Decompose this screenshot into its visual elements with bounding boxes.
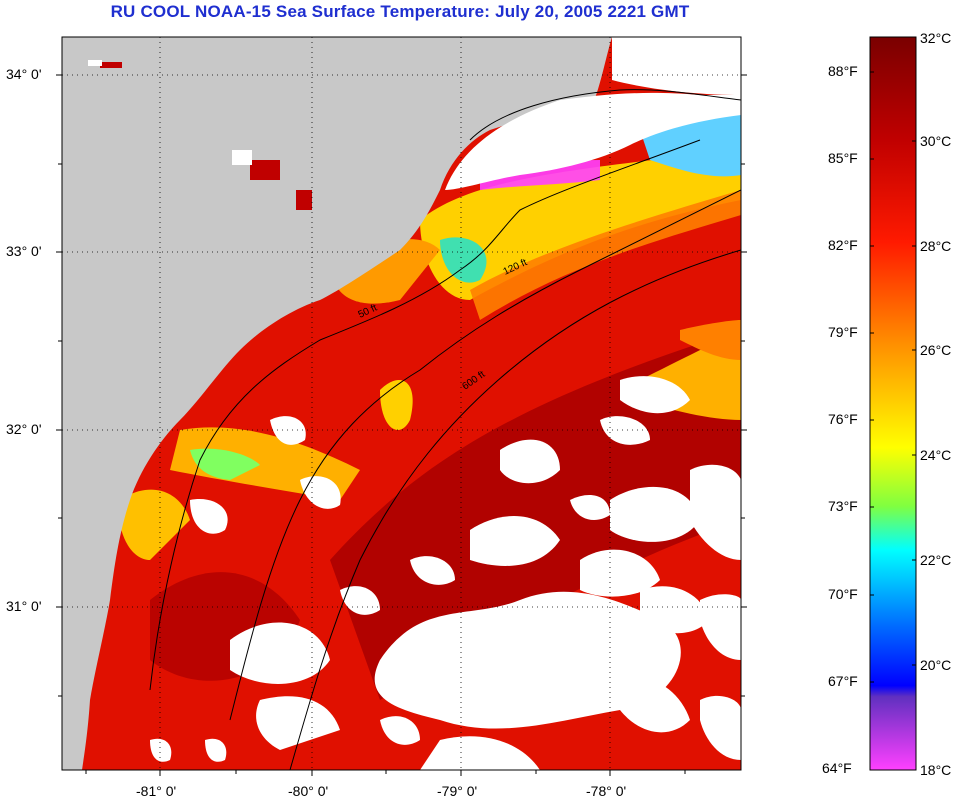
lon-label-79: -79° 0': [437, 783, 478, 799]
colorbar-label-26c: 26°C: [920, 342, 952, 358]
colorbar-label-76f: 76°F: [828, 411, 858, 427]
colorbar-label-73f: 73°F: [828, 498, 858, 514]
colorbar-label-20c: 20°C: [920, 657, 952, 673]
colorbar: [869, 36, 917, 771]
plot-frame: [61, 36, 742, 771]
bay-white: [445, 92, 741, 190]
lon-label-80: -80° 0': [288, 783, 329, 799]
colorbar-label-88f: 88°F: [828, 63, 858, 79]
lat-label-31: 31° 0': [6, 598, 42, 614]
land-mass: [62, 37, 612, 770]
lon-label-81: -81° 0': [136, 783, 177, 799]
lat-label-32: 32° 0': [6, 421, 42, 437]
colorbar-label-18c: 18°C: [920, 762, 952, 778]
colorbar-label-24c: 24°C: [920, 447, 952, 463]
colorbar-label-82f: 82°F: [828, 237, 858, 253]
lat-label-33: 33° 0': [6, 243, 42, 259]
map-title: RU COOL NOAA-15 Sea Surface Temperature:…: [110, 2, 690, 21]
colorbar-label-30c: 30°C: [920, 133, 952, 149]
colorbar-label-70f: 70°F: [828, 586, 858, 602]
axis-ticks: [56, 74, 747, 776]
lon-label-78: -78° 0': [586, 783, 627, 799]
isobath-contours: [149, 89, 741, 770]
colorbar-label-67f: 67°F: [828, 673, 858, 689]
colorbar-label-32c: 32°C: [920, 30, 952, 46]
colorbar-label-85f: 85°F: [828, 150, 858, 166]
graticule: [62, 37, 741, 770]
colorbar-label-22c: 22°C: [920, 552, 952, 568]
lat-label-34: 34° 0': [6, 66, 42, 82]
cloud-cover: [150, 376, 741, 770]
colorbar-label-64f: 64°F: [822, 760, 852, 776]
colorbar-label-28c: 28°C: [920, 238, 952, 254]
colorbar-label-79f: 79°F: [828, 324, 858, 340]
sst-field: 50 ft 120 ft 600 ft: [62, 37, 741, 770]
